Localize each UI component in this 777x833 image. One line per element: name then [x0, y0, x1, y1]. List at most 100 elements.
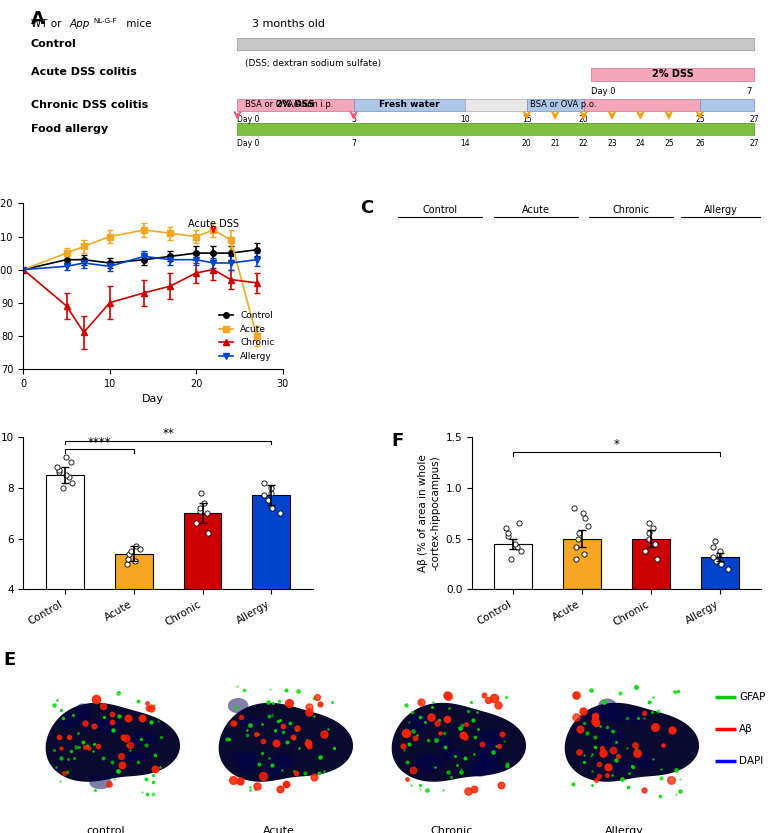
Ellipse shape	[92, 719, 106, 731]
Text: Chronic: Chronic	[613, 205, 650, 215]
Point	[265, 481, 277, 494]
Ellipse shape	[599, 728, 623, 743]
Text: 5: 5	[351, 115, 356, 124]
Text: E: E	[4, 651, 16, 669]
Text: 3 months old: 3 months old	[253, 18, 325, 28]
Point	[53, 463, 65, 476]
Point	[264, 486, 277, 500]
Point	[258, 489, 270, 502]
FancyBboxPatch shape	[584, 98, 700, 112]
Ellipse shape	[130, 731, 159, 747]
Text: 2% DSS: 2% DSS	[277, 101, 315, 109]
Text: WT or: WT or	[30, 18, 64, 28]
X-axis label: Day: Day	[142, 394, 164, 404]
Point	[514, 544, 527, 557]
Point	[129, 555, 141, 568]
Text: 25: 25	[664, 139, 674, 148]
FancyBboxPatch shape	[238, 98, 354, 112]
Bar	[115, 554, 152, 691]
Point	[572, 531, 584, 545]
Text: 7: 7	[351, 139, 356, 148]
Point	[262, 494, 274, 507]
Ellipse shape	[611, 761, 630, 772]
Ellipse shape	[626, 708, 645, 725]
Ellipse shape	[265, 761, 281, 779]
Point	[57, 481, 69, 494]
FancyBboxPatch shape	[238, 122, 754, 136]
FancyBboxPatch shape	[700, 98, 754, 112]
Point	[578, 547, 591, 561]
Text: control: control	[86, 826, 125, 833]
Ellipse shape	[124, 752, 152, 762]
Point	[579, 511, 591, 525]
Bar	[701, 556, 739, 590]
Text: Day 0: Day 0	[591, 87, 616, 96]
Text: mice: mice	[123, 18, 152, 28]
Text: F: F	[391, 432, 403, 450]
FancyBboxPatch shape	[354, 98, 465, 112]
Point	[570, 552, 582, 566]
Text: Chronic DSS colitis: Chronic DSS colitis	[30, 100, 148, 110]
Text: 10: 10	[460, 115, 469, 124]
Point	[274, 506, 286, 520]
Text: Acute DSS colitis: Acute DSS colitis	[30, 67, 137, 77]
Text: 7: 7	[747, 87, 752, 96]
Ellipse shape	[598, 699, 617, 713]
Text: 25: 25	[695, 115, 705, 124]
Point	[121, 557, 134, 571]
Point	[194, 501, 207, 515]
Point	[715, 557, 727, 571]
Bar	[253, 496, 291, 691]
Point	[266, 501, 278, 515]
Ellipse shape	[98, 718, 121, 733]
Ellipse shape	[600, 741, 620, 759]
Point	[582, 520, 594, 533]
Text: C: C	[360, 198, 373, 217]
Point	[194, 486, 207, 500]
Point	[646, 521, 659, 535]
Point	[121, 552, 134, 566]
Point	[51, 461, 64, 474]
Text: 26: 26	[695, 139, 705, 148]
Point	[190, 516, 202, 530]
Point	[500, 521, 512, 535]
Point	[513, 516, 525, 530]
Text: *: *	[614, 438, 620, 451]
Text: 27: 27	[749, 139, 759, 148]
Point	[577, 506, 589, 520]
Point	[570, 540, 583, 553]
Polygon shape	[566, 704, 699, 781]
Point	[511, 540, 524, 553]
Bar	[494, 544, 532, 590]
Text: Food allergy: Food allergy	[30, 124, 108, 134]
Point	[53, 466, 65, 479]
Point	[573, 526, 586, 540]
Ellipse shape	[101, 719, 119, 733]
Text: BSA or OVA/Alum i.p.: BSA or OVA/Alum i.p.	[245, 100, 333, 109]
Point	[505, 552, 517, 566]
Ellipse shape	[475, 744, 499, 762]
Legend: Control, Acute, Chronic, Allergy: Control, Acute, Chronic, Allergy	[216, 307, 278, 364]
Bar	[183, 513, 221, 691]
Text: Acute: Acute	[263, 826, 294, 833]
Bar	[563, 538, 601, 590]
Point	[709, 534, 721, 547]
Point	[66, 476, 78, 489]
Point	[509, 537, 521, 551]
Ellipse shape	[89, 776, 111, 789]
Text: App: App	[70, 18, 90, 28]
Ellipse shape	[441, 748, 462, 761]
Point	[124, 545, 137, 558]
Point	[722, 562, 734, 576]
Polygon shape	[392, 704, 525, 781]
Ellipse shape	[634, 753, 657, 770]
Text: Allergy: Allergy	[605, 826, 644, 833]
Ellipse shape	[75, 703, 91, 721]
Text: 23: 23	[607, 139, 617, 148]
Ellipse shape	[61, 712, 81, 728]
Point	[649, 537, 661, 551]
FancyBboxPatch shape	[238, 37, 754, 50]
FancyBboxPatch shape	[465, 98, 527, 112]
Text: ****: ****	[87, 436, 111, 449]
Point	[200, 506, 213, 520]
